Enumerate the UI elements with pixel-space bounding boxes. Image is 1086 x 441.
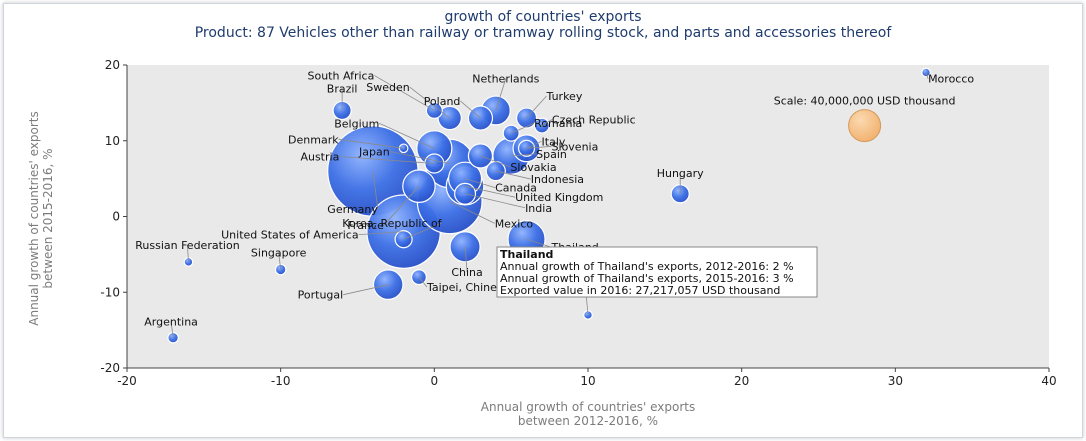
label-denmark: Denmark [288, 133, 339, 146]
label-austria: Austria [300, 150, 339, 163]
label-germany: Germany [327, 203, 378, 216]
x-tick-label: 30 [888, 374, 903, 388]
label-argentina: Argentina [144, 316, 198, 329]
leader-line [418, 276, 428, 288]
y-tick-label: 0 [112, 210, 120, 224]
leader-line [187, 244, 189, 262]
label-portugal: Portugal [298, 289, 344, 302]
label-mexico: Mexico [495, 217, 534, 230]
label-netherlands: Netherlands [472, 72, 539, 85]
leader-line [526, 238, 552, 248]
x-axis-label: Annual growth of countries' exports [481, 400, 695, 414]
x-axis-label: between 2012-2016, % [518, 414, 658, 428]
label-morocco: Morocco [928, 73, 974, 86]
chart-title: growth of countries' exports [444, 9, 642, 25]
x-tick-label: 40 [1041, 374, 1056, 388]
leader-line [526, 140, 542, 149]
leader-line [511, 153, 537, 157]
leader-line [480, 155, 511, 168]
tooltip-line: Annual growth of Thailand's exports, 201… [500, 260, 794, 273]
leader-line [464, 246, 468, 272]
label-korea-republic-of: Korea, Republic of [342, 217, 442, 230]
label-italy: Italy [542, 135, 566, 148]
label-taipei-chinese: Taipei, Chinese [426, 281, 510, 294]
y-axis-label: Annual growth of countries' exports [27, 111, 41, 325]
leader-line [372, 170, 379, 210]
label-united-states-of-america: United States of America [221, 229, 358, 242]
leader-line [389, 151, 450, 164]
label-united-kingdom: United Kingdom [515, 191, 603, 204]
leader-line [925, 72, 929, 79]
leader-line [338, 138, 404, 149]
leader-line [495, 170, 531, 180]
label-poland: Poland [424, 95, 461, 108]
bubble-korea-republic-of[interactable] [394, 230, 413, 249]
leader-line [541, 119, 553, 126]
label-singapore: Singapore [251, 247, 307, 260]
label-france: France [347, 219, 384, 232]
leader-line [449, 200, 495, 224]
leader-line [495, 78, 507, 111]
y-tick-label: -10 [100, 285, 120, 299]
x-tick-label: 20 [734, 374, 749, 388]
leader-line [358, 231, 404, 236]
y-tick-label: -20 [100, 361, 120, 375]
leader-line [409, 86, 450, 119]
label-spain: Spain [536, 148, 567, 161]
label-slovakia: Slovakia [510, 161, 556, 174]
leader-line [278, 252, 282, 270]
leader-line [464, 185, 516, 198]
x-tick-label: 0 [431, 374, 439, 388]
label-indonesia: Indonesia [531, 173, 584, 186]
label-romania: Romania [534, 117, 582, 130]
leader-line [343, 284, 389, 296]
leader-line [170, 321, 174, 338]
y-tick-label: 10 [105, 134, 120, 148]
label-belgium: Belgium [334, 117, 379, 130]
scale-label: Scale: 40,000,000 USD thousand [774, 95, 956, 108]
leader-line [464, 193, 526, 209]
y-axis-label: between 2015-2016, % [41, 148, 55, 288]
chart-subtitle: Product: 87 Vehicles other than railway … [194, 25, 892, 41]
label-brazil: Brazil [327, 82, 358, 95]
x-tick-label: -20 [117, 374, 137, 388]
label-canada: Canada [495, 182, 537, 195]
label-slovenia: Slovenia [552, 140, 599, 153]
label-russian-federation: Russian Federation [135, 239, 239, 252]
leader-line [460, 100, 481, 119]
tooltip-line: Exported value in 2016: 27,217,057 USD t… [500, 284, 780, 297]
leader-line [464, 178, 496, 189]
tooltip-line: Annual growth of Thailand's exports, 201… [500, 272, 794, 285]
label-india: India [525, 202, 552, 215]
x-tick-label: 10 [580, 374, 595, 388]
leader-line [374, 75, 435, 111]
leader-line [526, 95, 547, 119]
label-south-africa: South Africa [307, 69, 374, 82]
x-tick-label: -10 [271, 374, 291, 388]
plot-area [127, 65, 1049, 368]
label-sweden: Sweden [366, 81, 409, 94]
leader-line [403, 222, 442, 240]
leader-line [511, 122, 535, 134]
leader-line [383, 185, 420, 226]
y-tick-label: 20 [105, 58, 120, 72]
scale-bubble [848, 109, 882, 143]
label-hungary: Hungary [657, 167, 704, 180]
leader-line [526, 145, 552, 149]
tooltip-box [496, 246, 818, 298]
label-china: China [451, 266, 482, 279]
label-japan: Japan [358, 145, 390, 158]
leader-line [339, 156, 435, 164]
tooltip-title: Thailand [500, 248, 553, 261]
label-turkey: Turkey [546, 90, 583, 103]
leader-line [379, 122, 435, 149]
label-czech-republic: Czech Republic [552, 114, 636, 127]
